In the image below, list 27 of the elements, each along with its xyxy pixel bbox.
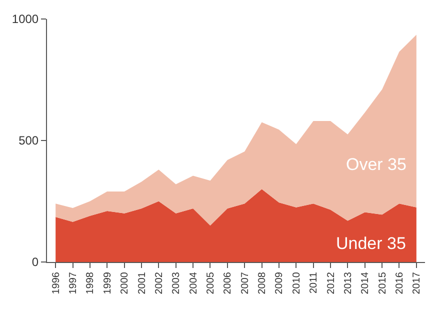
- y-tick-label: 0: [32, 255, 39, 270]
- x-tick-label: 2007: [240, 272, 251, 294]
- x-tick-label: 2000: [120, 272, 131, 294]
- x-tick-label: 1997: [68, 272, 80, 294]
- x-tick-label: 2008: [257, 272, 268, 294]
- x-tick-label: 2002: [154, 272, 165, 294]
- x-tick-label: 2011: [308, 272, 320, 294]
- x-tick-label: 2014: [360, 272, 372, 294]
- x-tick-label: 2004: [188, 272, 200, 294]
- y-tick-label: 500: [18, 134, 39, 148]
- x-tick-label: 1998: [85, 272, 96, 294]
- x-tick-label: 2012: [326, 272, 337, 294]
- x-tick-label: 2010: [291, 272, 302, 294]
- x-tick-label: 2005: [205, 272, 216, 294]
- x-tick-label: 2017: [412, 272, 423, 294]
- series-label: Under 35: [336, 234, 406, 253]
- x-tick-label: 2016: [394, 272, 406, 294]
- x-tick-label: 1999: [102, 272, 114, 294]
- y-tick-label: 1000: [12, 12, 39, 26]
- x-tick-label: 1996: [50, 272, 62, 294]
- series-label: Over 35: [346, 155, 406, 174]
- x-tick-label: 2003: [171, 272, 182, 294]
- x-tick-label: 2006: [222, 272, 234, 294]
- x-tick-label: 2009: [274, 272, 286, 294]
- x-tick-label: 2015: [377, 272, 388, 294]
- x-tick-label: 2001: [136, 272, 148, 294]
- x-tick-label: 2013: [342, 272, 354, 294]
